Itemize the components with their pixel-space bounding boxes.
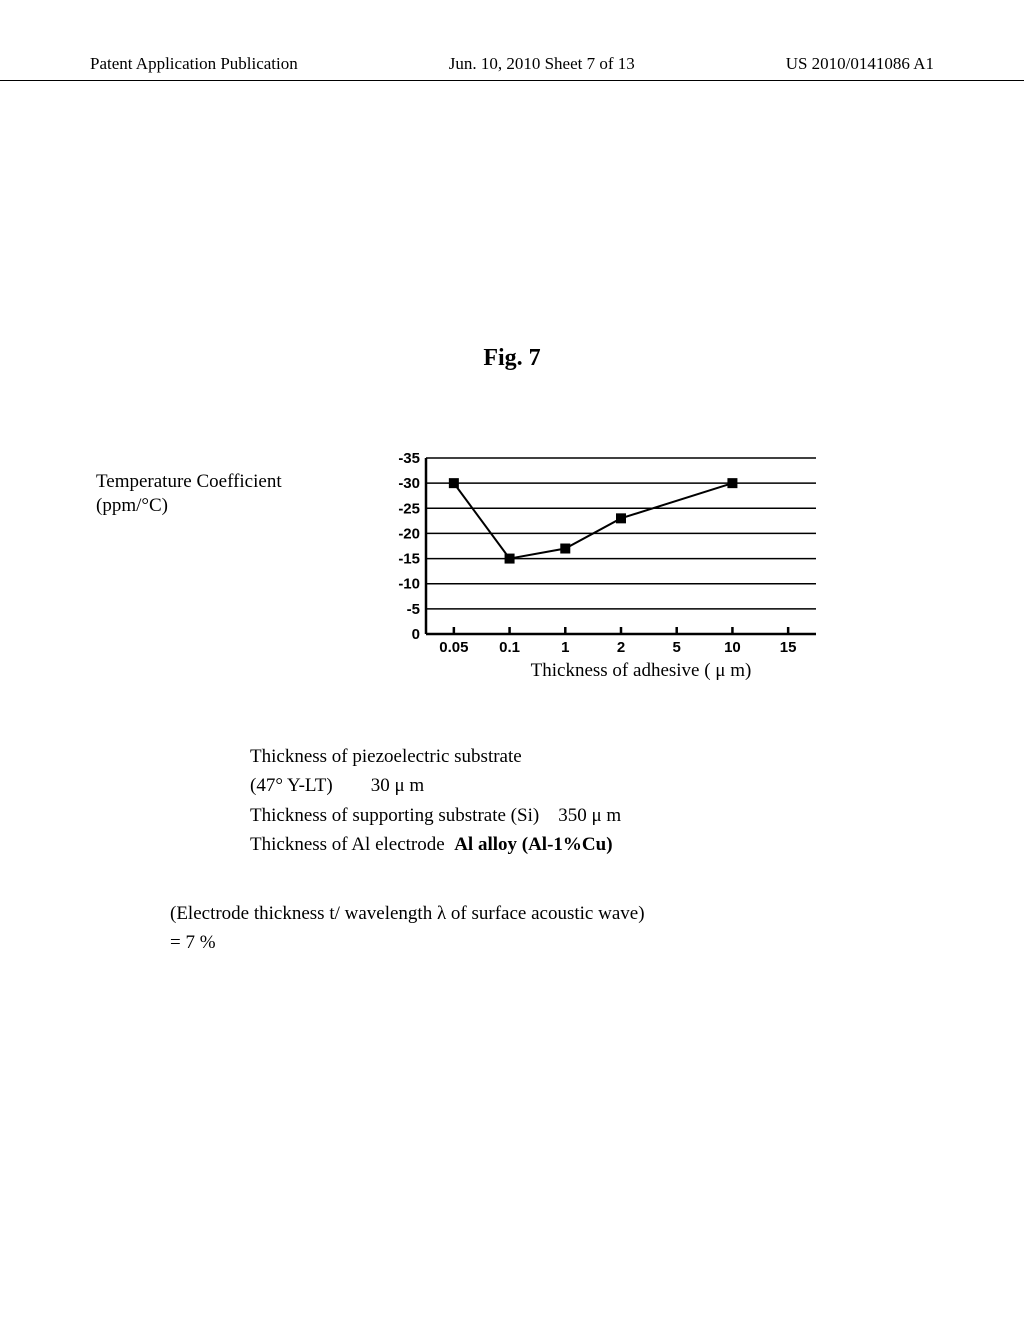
caption-block: Thickness of piezoelectric substrate (47… bbox=[250, 742, 621, 860]
y-axis-label-line1: Temperature Coefficient bbox=[96, 470, 282, 494]
svg-text:-20: -20 bbox=[398, 525, 420, 542]
y-axis-label: Temperature Coefficient (ppm/°C) bbox=[96, 470, 282, 518]
svg-text:0.1: 0.1 bbox=[499, 639, 520, 656]
caption2-line2: = 7 % bbox=[170, 929, 645, 958]
caption-line2: (47° Y-LT) 30 μ m bbox=[250, 771, 621, 800]
svg-text:15: 15 bbox=[780, 639, 797, 656]
caption-block-2: (Electrode thickness t/ wavelength λ of … bbox=[170, 900, 645, 957]
svg-text:-10: -10 bbox=[398, 576, 420, 593]
svg-text:10: 10 bbox=[724, 639, 741, 656]
chart-svg: 0 -5 -10 -15 -20 -25 -30 -35 0.05 0.1 1 2 5 10 15 Thick… bbox=[366, 450, 826, 680]
svg-text:Thickness of adhesive ( μ m): Thickness of adhesive ( μ m) bbox=[531, 660, 752, 680]
svg-text:-25: -25 bbox=[398, 500, 420, 517]
y-axis-label-line2: (ppm/°C) bbox=[96, 494, 282, 518]
chart: 0 -5 -10 -15 -20 -25 -30 -35 0.05 0.1 1 2 5 10 15 Thick… bbox=[366, 450, 826, 680]
header-mid: Jun. 10, 2010 Sheet 7 of 13 bbox=[449, 54, 635, 74]
caption2-line1: (Electrode thickness t/ wavelength λ of … bbox=[170, 900, 645, 929]
caption-line4: Thickness of Al electrode Al alloy (Al-1… bbox=[250, 830, 621, 859]
figure-title: Fig. 7 bbox=[0, 345, 1024, 372]
svg-text:0.05: 0.05 bbox=[439, 639, 468, 656]
page-header: Patent Application Publication Jun. 10, … bbox=[0, 54, 1024, 81]
svg-text:-35: -35 bbox=[398, 450, 420, 467]
svg-text:-15: -15 bbox=[398, 551, 420, 568]
svg-text:5: 5 bbox=[673, 639, 681, 656]
header-right: US 2010/0141086 A1 bbox=[786, 54, 934, 74]
svg-text:2: 2 bbox=[617, 639, 625, 656]
caption-line1: Thickness of piezoelectric substrate bbox=[250, 742, 621, 771]
svg-text:-5: -5 bbox=[407, 601, 420, 618]
svg-text:-30: -30 bbox=[398, 475, 420, 492]
svg-text:0: 0 bbox=[412, 626, 420, 643]
svg-text:1: 1 bbox=[561, 639, 569, 656]
header-left: Patent Application Publication bbox=[90, 54, 298, 74]
caption-line3: Thickness of supporting substrate (Si) 3… bbox=[250, 801, 621, 830]
